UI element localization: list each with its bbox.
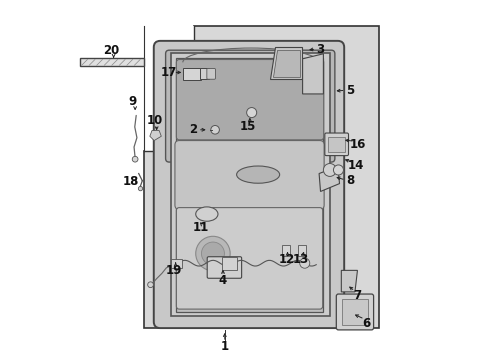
Text: 17: 17 [161, 66, 177, 79]
Circle shape [333, 165, 343, 175]
FancyBboxPatch shape [80, 58, 143, 66]
Text: 5: 5 [346, 84, 354, 97]
Circle shape [201, 242, 224, 265]
Polygon shape [341, 270, 357, 292]
Text: 14: 14 [347, 159, 363, 172]
Polygon shape [149, 131, 161, 140]
Text: 6: 6 [362, 317, 370, 330]
Text: 4: 4 [219, 274, 226, 287]
Circle shape [147, 282, 153, 288]
FancyBboxPatch shape [222, 257, 237, 270]
Text: 13: 13 [292, 253, 308, 266]
Polygon shape [144, 26, 378, 328]
Circle shape [132, 156, 138, 162]
Circle shape [246, 108, 256, 118]
Polygon shape [171, 53, 329, 316]
FancyBboxPatch shape [165, 50, 334, 162]
Circle shape [299, 258, 309, 268]
Text: 7: 7 [353, 289, 361, 302]
Polygon shape [302, 54, 323, 94]
Ellipse shape [195, 207, 218, 221]
FancyBboxPatch shape [176, 208, 322, 309]
FancyBboxPatch shape [153, 41, 344, 328]
Polygon shape [319, 166, 339, 192]
Text: 15: 15 [240, 120, 256, 133]
Circle shape [138, 186, 142, 191]
FancyBboxPatch shape [175, 140, 324, 210]
FancyBboxPatch shape [324, 133, 348, 156]
Text: 2: 2 [189, 123, 197, 136]
FancyBboxPatch shape [176, 59, 323, 140]
Text: 20: 20 [103, 44, 119, 57]
Text: 1: 1 [220, 340, 228, 353]
FancyBboxPatch shape [336, 294, 373, 330]
Text: 18: 18 [122, 175, 139, 188]
Circle shape [323, 163, 336, 176]
FancyBboxPatch shape [328, 136, 344, 152]
Circle shape [195, 236, 230, 271]
Text: 3: 3 [315, 42, 323, 55]
Polygon shape [273, 50, 300, 77]
FancyBboxPatch shape [341, 299, 367, 325]
FancyBboxPatch shape [206, 68, 215, 79]
Text: 19: 19 [165, 264, 182, 277]
FancyBboxPatch shape [200, 68, 208, 79]
Text: 16: 16 [348, 138, 365, 151]
Text: 12: 12 [278, 253, 294, 266]
FancyBboxPatch shape [183, 68, 201, 80]
Polygon shape [144, 26, 194, 151]
FancyBboxPatch shape [171, 259, 182, 267]
Polygon shape [176, 58, 323, 312]
Text: 9: 9 [128, 95, 137, 108]
Text: 8: 8 [346, 174, 354, 187]
Ellipse shape [236, 166, 279, 183]
FancyBboxPatch shape [297, 244, 305, 256]
FancyBboxPatch shape [207, 257, 241, 278]
Text: 11: 11 [192, 221, 208, 234]
FancyBboxPatch shape [281, 244, 290, 256]
Circle shape [210, 126, 219, 134]
Polygon shape [270, 47, 301, 79]
Text: 10: 10 [146, 114, 163, 127]
